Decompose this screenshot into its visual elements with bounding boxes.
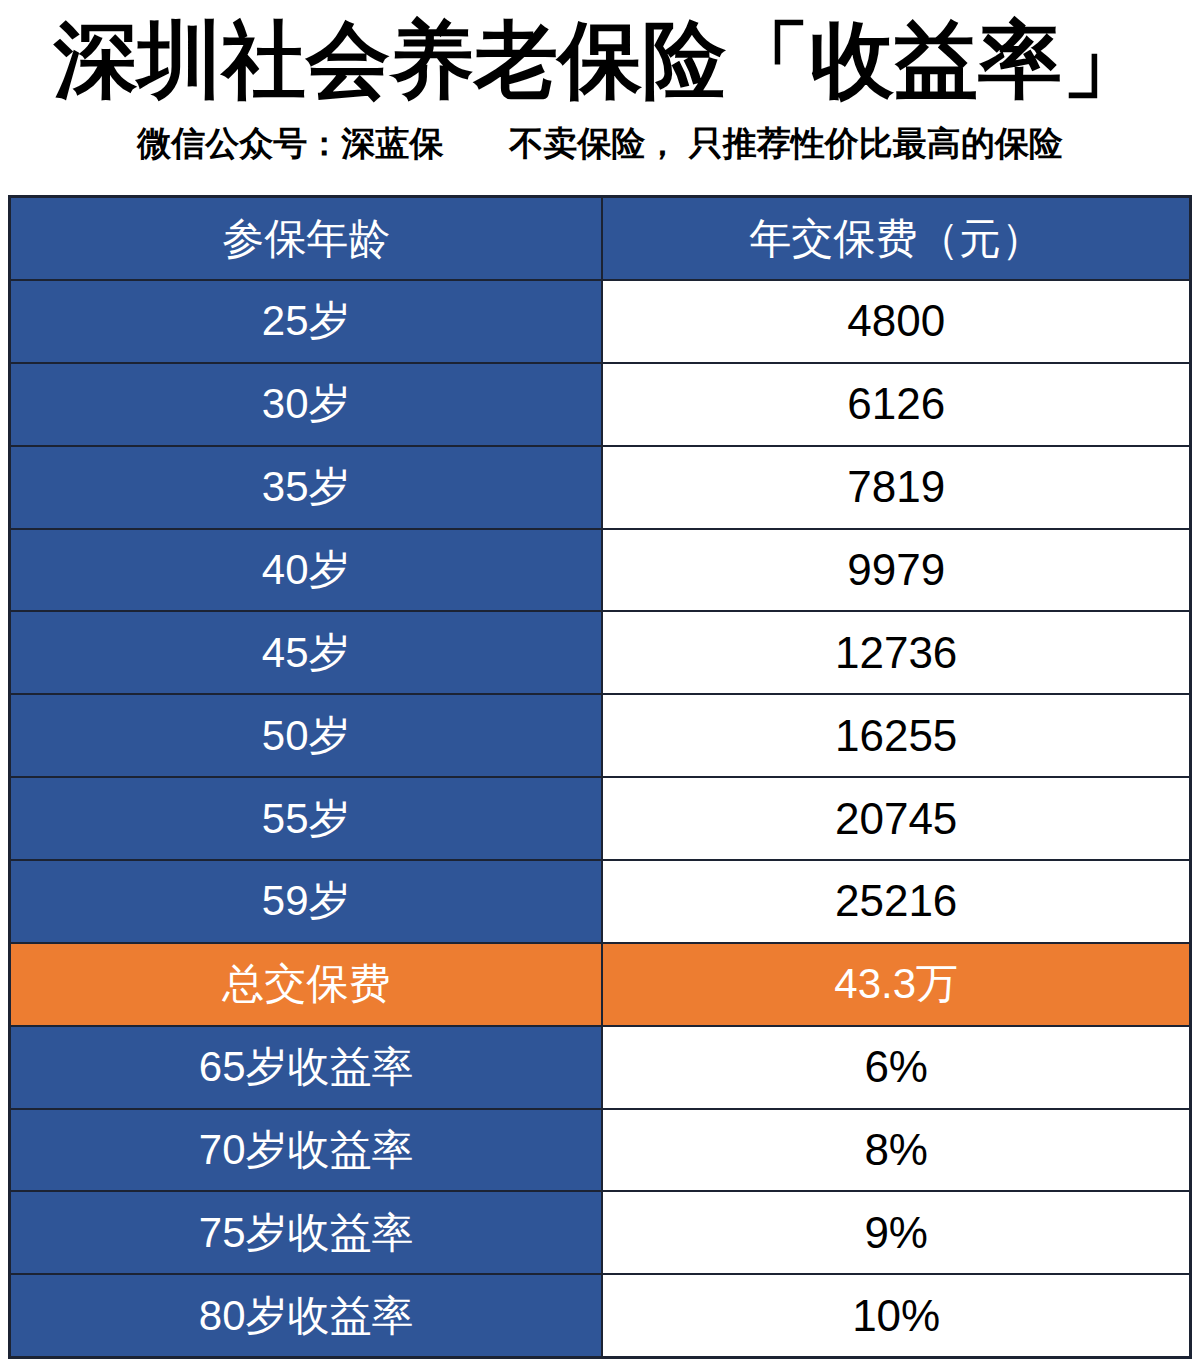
rate-row-label: 75岁收益率 [10, 1191, 602, 1274]
page-title: 深圳社会养老保险「收益率」 [0, 6, 1200, 115]
row-premium-value: 12736 [602, 611, 1190, 694]
total-premium-value: 43.3万 [602, 943, 1190, 1026]
rate-row-value: 6% [602, 1026, 1190, 1109]
header-age-column: 参保年龄 [10, 197, 602, 280]
row-premium-value: 20745 [602, 777, 1190, 860]
row-age-label: 35岁 [10, 446, 602, 529]
header-premium-column: 年交保费（元） [602, 197, 1190, 280]
rate-row-label: 70岁收益率 [10, 1109, 602, 1192]
row-age-label: 45岁 [10, 611, 602, 694]
row-age-label: 40岁 [10, 529, 602, 612]
rate-row-label: 80岁收益率 [10, 1274, 602, 1357]
row-age-label: 50岁 [10, 694, 602, 777]
row-age-label: 55岁 [10, 777, 602, 860]
row-age-label: 25岁 [10, 280, 602, 363]
premium-table: 参保年龄 年交保费（元） 25岁 4800 30岁 6126 35岁 7819 … [8, 195, 1192, 1359]
subtitle-slogan: 不卖保险， 只推荐性价比最高的保险 [509, 121, 1062, 167]
subtitle-wechat-account: 微信公众号：深蓝保 [137, 121, 443, 167]
rate-row-value: 9% [602, 1191, 1190, 1274]
row-age-label: 59岁 [10, 860, 602, 943]
total-premium-label: 总交保费 [10, 943, 602, 1026]
row-premium-value: 4800 [602, 280, 1190, 363]
rate-row-value: 10% [602, 1274, 1190, 1357]
row-premium-value: 7819 [602, 446, 1190, 529]
subtitle: 微信公众号：深蓝保 不卖保险， 只推荐性价比最高的保险 [0, 121, 1200, 167]
rate-row-value: 8% [602, 1109, 1190, 1192]
row-premium-value: 16255 [602, 694, 1190, 777]
row-premium-value: 9979 [602, 529, 1190, 612]
rate-row-label: 65岁收益率 [10, 1026, 602, 1109]
row-premium-value: 25216 [602, 860, 1190, 943]
row-premium-value: 6126 [602, 363, 1190, 446]
row-age-label: 30岁 [10, 363, 602, 446]
